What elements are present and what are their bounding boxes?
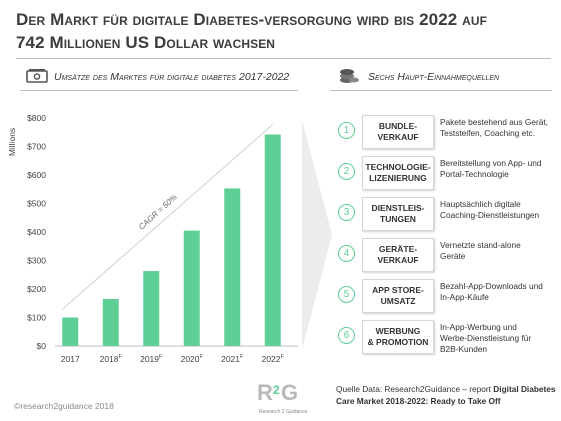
y-tick-label: $500 <box>27 199 46 209</box>
forecast-marker: F <box>159 354 163 360</box>
revenue-stream-row: 2 TECHNOLOGIE- LIZENIERUNG Bereitstellung … <box>330 155 556 190</box>
y-tick-label: $800 <box>27 113 46 123</box>
x-tick-label: 2017 <box>61 354 80 364</box>
stream-label-box: GERÄTE- VERKAUF <box>362 238 434 272</box>
bar-2020 <box>183 230 200 346</box>
stream-number-badge: 5 <box>338 286 355 303</box>
revenue-stream-row: 5 APP STORE- UMSATZ Bezahl-App-Downloads u… <box>330 278 556 313</box>
source-prefix: Quelle Data: Research2Guidance – report <box>336 384 491 394</box>
page-title-line-1: Der Markt für digitale Diabetes-versorgu… <box>16 10 488 29</box>
chart-section-divider <box>20 90 298 91</box>
page-title-line-2: 742 Millionen US Dollar wachsen <box>16 33 276 52</box>
coins-stack-icon <box>338 66 360 86</box>
stream-label-box: WERBUNG & PROMOTION <box>362 320 434 354</box>
bar-2019 <box>143 271 160 346</box>
logo-tagline: Research 2 Guidance <box>259 409 308 415</box>
stream-number-badge: 6 <box>338 327 355 344</box>
forecast-marker: F <box>119 354 123 360</box>
stream-label-box: BUNDLE- VERKAUF <box>362 115 434 149</box>
x-tick-label: 2021F <box>221 354 244 364</box>
y-tick-label: $600 <box>27 170 46 180</box>
stream-label-box: TECHNOLOGIE- LIZENIERUNG <box>362 156 434 190</box>
stream-number-badge: 2 <box>338 163 355 180</box>
bar-2022 <box>264 134 281 346</box>
bar-2018 <box>102 298 119 346</box>
stream-label-box: APP STORE- UMSATZ <box>362 279 434 313</box>
copyright-text: ©research2guidance 2018 <box>14 401 114 411</box>
x-tick-label: 2019F <box>140 354 163 364</box>
y-tick-label: $100 <box>27 313 46 323</box>
y-tick-label: $400 <box>27 227 46 237</box>
y-tick-label: $200 <box>27 284 46 294</box>
revenue-stream-row: 4 GERÄTE- VERKAUF Vernetzte stand-alone Ge… <box>330 237 556 272</box>
revenue-stream-row: 3 DIENSTLEIS- TUNGEN Hauptsächlich digital… <box>330 196 556 231</box>
stream-description: Pakete bestehend aus Gerät, Teststeifen,… <box>440 117 548 138</box>
bar-2017 <box>62 317 79 346</box>
streams-section-divider <box>330 90 552 91</box>
y-tick-label: $0 <box>37 341 47 351</box>
stream-description: Bereitstellung von App- und Portal-Techn… <box>440 158 542 179</box>
revenue-stream-row: 6 WERBUNG & PROMOTION In-App-Werbung und W… <box>330 319 556 354</box>
stream-number-badge: 3 <box>338 204 355 221</box>
title-divider <box>16 58 551 59</box>
streams-section-heading: Sechs Haupt-Einnahmequellen <box>368 71 500 83</box>
stream-description: Bezahl-App-Downloads und In-App-Käufe <box>440 281 543 302</box>
y-axis-label: Millions <box>7 128 17 156</box>
cagr-trend-line <box>61 124 274 310</box>
chart-section-heading: Umsätze des Marktes für digitale diabete… <box>54 71 290 83</box>
forecast-marker: F <box>281 354 285 360</box>
chevron-arrow-shape <box>302 120 332 350</box>
revenue-stream-row: 1 BUNDLE- VERKAUF Pakete bestehend aus Ger… <box>330 114 556 149</box>
page-title: Der Markt für digitale Diabetes-versorgu… <box>16 8 551 54</box>
stream-description: Hauptsächlich digitale Coaching-Dienstle… <box>440 199 540 220</box>
forecast-marker: F <box>240 354 244 360</box>
stream-number-badge: 4 <box>338 245 355 262</box>
source-report-title: Digital Diabetes Care Market 2018-2022: … <box>336 384 556 406</box>
y-tick-label: $300 <box>27 256 46 266</box>
y-tick-label: $700 <box>27 142 46 152</box>
stream-description: In-App-Werbung und Werbe-Dienstleistung … <box>440 322 532 354</box>
x-tick-label: 2020F <box>181 354 204 364</box>
stream-description: Vernetzte stand-alone Geräte <box>440 240 521 261</box>
forecast-marker: F <box>200 354 204 360</box>
revenue-bar-chart: $0 $100 $200 $300 $400 $500 $600 $700 $800 Millio… <box>7 113 298 364</box>
bar-2021 <box>224 188 241 346</box>
stream-number-badge: 1 <box>338 122 355 139</box>
svg-text:G: G <box>281 380 298 404</box>
money-bill-icon <box>26 68 48 84</box>
r2g-logo: R 2 G Research 2 Guidance <box>255 378 315 415</box>
svg-text:2: 2 <box>273 383 280 397</box>
x-tick-label: 2018F <box>100 354 123 364</box>
stream-label-box: DIENSTLEIS- TUNGEN <box>362 197 434 231</box>
x-tick-label: 2022F <box>262 354 285 364</box>
svg-text:R: R <box>257 380 273 404</box>
source-note: Quelle Data: Research2Guidance – report … <box>336 383 556 407</box>
